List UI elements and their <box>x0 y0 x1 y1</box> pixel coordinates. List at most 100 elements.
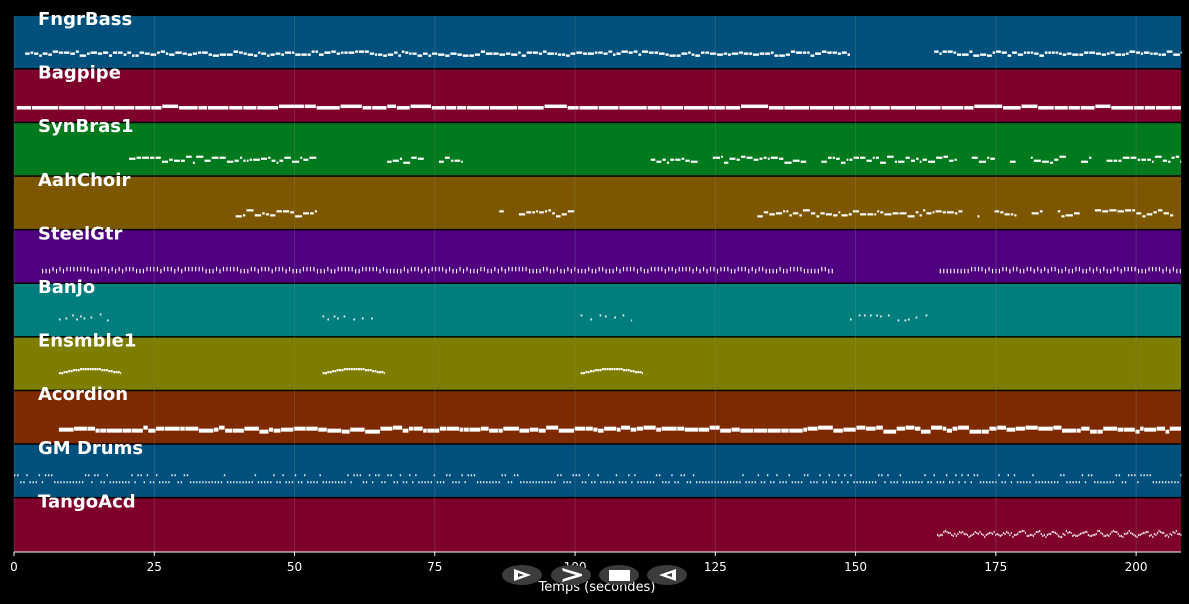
note <box>890 106 915 110</box>
note <box>438 266 440 272</box>
note <box>281 53 285 56</box>
note <box>833 428 843 433</box>
note <box>310 212 314 215</box>
note <box>620 368 623 371</box>
note <box>1158 529 1160 533</box>
note <box>383 372 385 375</box>
note <box>598 266 600 272</box>
note <box>452 268 454 274</box>
note <box>227 53 233 56</box>
note <box>1026 534 1028 538</box>
note <box>58 372 61 375</box>
note <box>97 268 99 274</box>
note <box>1038 106 1054 110</box>
note <box>570 268 572 274</box>
note <box>720 266 722 272</box>
note <box>72 481 75 484</box>
note <box>192 161 196 164</box>
note <box>1137 158 1141 161</box>
track-lane <box>14 498 1181 552</box>
note <box>676 54 681 57</box>
note <box>592 370 595 373</box>
note <box>739 481 741 484</box>
note <box>91 481 93 484</box>
note <box>976 474 979 477</box>
note <box>721 155 723 158</box>
note <box>438 53 445 56</box>
note <box>1130 531 1132 535</box>
note <box>525 266 527 272</box>
note <box>152 481 155 484</box>
note <box>964 106 974 110</box>
note <box>143 425 148 430</box>
note <box>1153 211 1157 214</box>
note <box>856 481 858 484</box>
note <box>684 427 699 432</box>
note <box>759 52 765 55</box>
note <box>1002 531 1005 535</box>
note <box>212 54 219 57</box>
note <box>837 52 842 55</box>
note <box>69 481 71 484</box>
note <box>814 268 816 274</box>
note <box>217 481 220 484</box>
note <box>1177 481 1179 484</box>
note <box>922 209 926 212</box>
note <box>309 156 317 159</box>
note <box>575 474 578 477</box>
note <box>135 268 138 274</box>
note <box>304 474 306 477</box>
note <box>995 481 997 484</box>
note <box>283 210 290 213</box>
note <box>83 266 85 272</box>
note <box>239 481 241 484</box>
note <box>1033 159 1042 162</box>
note <box>400 268 402 274</box>
note <box>522 266 524 272</box>
track-name: AahChoir <box>38 170 130 191</box>
note <box>281 427 294 432</box>
note <box>511 266 513 272</box>
note <box>532 268 534 274</box>
note <box>810 54 815 57</box>
note <box>1026 266 1028 272</box>
note <box>633 266 635 272</box>
note <box>736 481 738 484</box>
stop-button[interactable] <box>599 565 639 585</box>
note <box>1180 51 1182 54</box>
note <box>980 532 983 536</box>
note <box>260 481 263 484</box>
note <box>949 159 954 162</box>
note <box>314 210 317 213</box>
note <box>103 481 105 484</box>
note <box>235 215 242 218</box>
note <box>316 106 340 110</box>
note <box>309 266 312 272</box>
note <box>320 268 322 274</box>
note <box>539 268 541 274</box>
note <box>1039 210 1043 213</box>
note <box>313 481 315 484</box>
note <box>853 156 859 159</box>
note <box>865 481 868 484</box>
note <box>1061 535 1063 539</box>
play-button[interactable] <box>502 565 542 585</box>
note <box>1111 530 1113 534</box>
rewind-button[interactable] <box>647 565 687 585</box>
note <box>657 266 659 272</box>
note <box>1068 106 1080 110</box>
forward-button[interactable] <box>551 565 591 585</box>
note <box>982 533 984 537</box>
note <box>1039 54 1044 57</box>
note <box>1069 481 1071 484</box>
note <box>1002 266 1004 272</box>
note <box>175 51 182 54</box>
note <box>348 51 355 54</box>
note <box>295 215 302 218</box>
note <box>247 268 249 274</box>
note <box>196 481 198 484</box>
note <box>1178 532 1181 536</box>
note <box>832 156 835 159</box>
track-name: TangoAcd <box>38 491 136 512</box>
note <box>340 104 362 109</box>
